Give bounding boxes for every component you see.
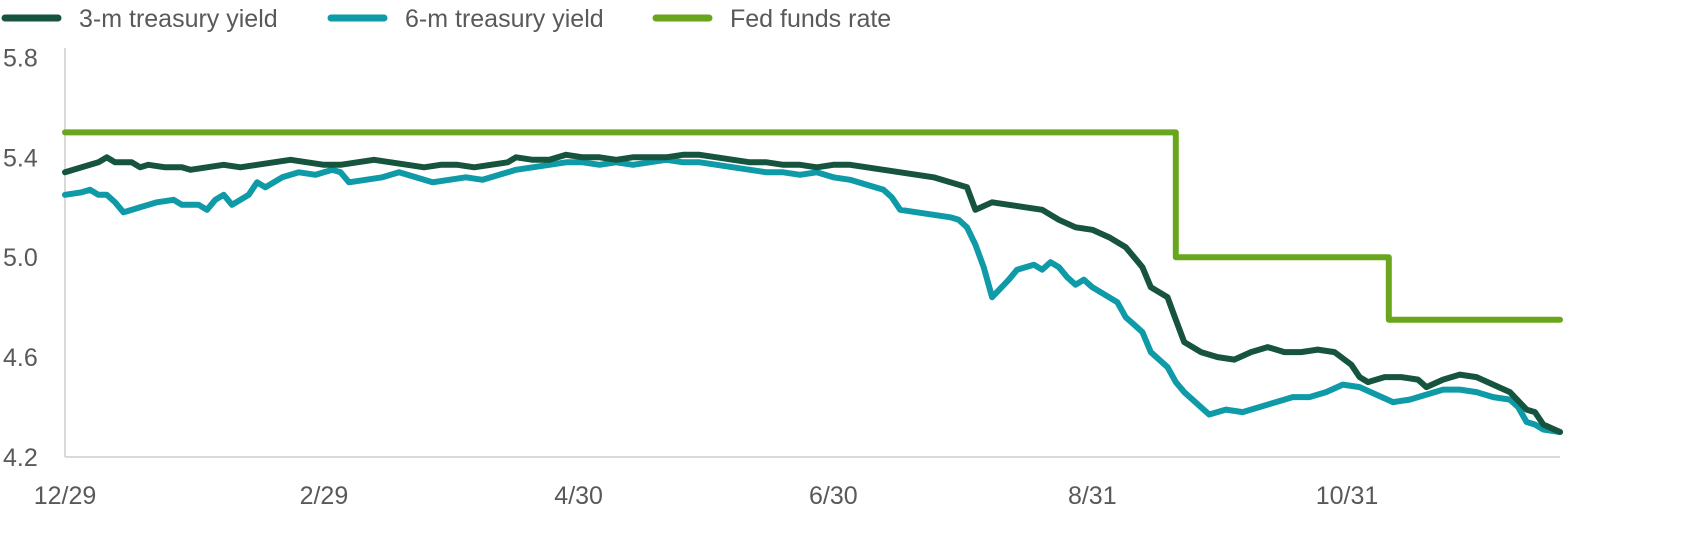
legend-item-6m: 6-m treasury yield xyxy=(327,5,604,33)
series-line-2 xyxy=(62,129,1563,323)
legend-item-fed: Fed funds rate xyxy=(652,5,891,33)
series-line-0 xyxy=(62,151,1563,435)
series-group xyxy=(62,129,1563,435)
x-tick-label: 8/31 xyxy=(1068,482,1117,510)
x-tick-label: 12/29 xyxy=(34,482,97,510)
y-tick-label: 5.8 xyxy=(3,44,38,72)
series-line-1 xyxy=(62,156,1563,435)
y-axis-ticks: 4.2 4.6 5.0 5.4 5.8 xyxy=(3,44,38,472)
y-tick-label: 5.0 xyxy=(3,244,38,272)
legend-item-3m: 3-m treasury yield xyxy=(1,5,278,33)
x-tick-label: 4/30 xyxy=(554,482,603,510)
legend: 3-m treasury yield 6-m treasury yield Fe… xyxy=(1,5,891,33)
x-tick-label: 6/30 xyxy=(809,482,858,510)
x-tick-label: 10/31 xyxy=(1316,482,1379,510)
y-tick-label: 5.4 xyxy=(3,144,38,172)
legend-label-6m: 6-m treasury yield xyxy=(405,5,604,33)
x-axis-ticks: 12/29 2/29 4/30 6/30 8/31 10/31 xyxy=(34,482,1379,510)
y-tick-label: 4.6 xyxy=(3,344,38,372)
legend-label-fed: Fed funds rate xyxy=(730,5,891,33)
x-tick-label: 2/29 xyxy=(300,482,349,510)
y-tick-label: 4.2 xyxy=(3,444,38,472)
legend-label-3m: 3-m treasury yield xyxy=(79,5,278,33)
